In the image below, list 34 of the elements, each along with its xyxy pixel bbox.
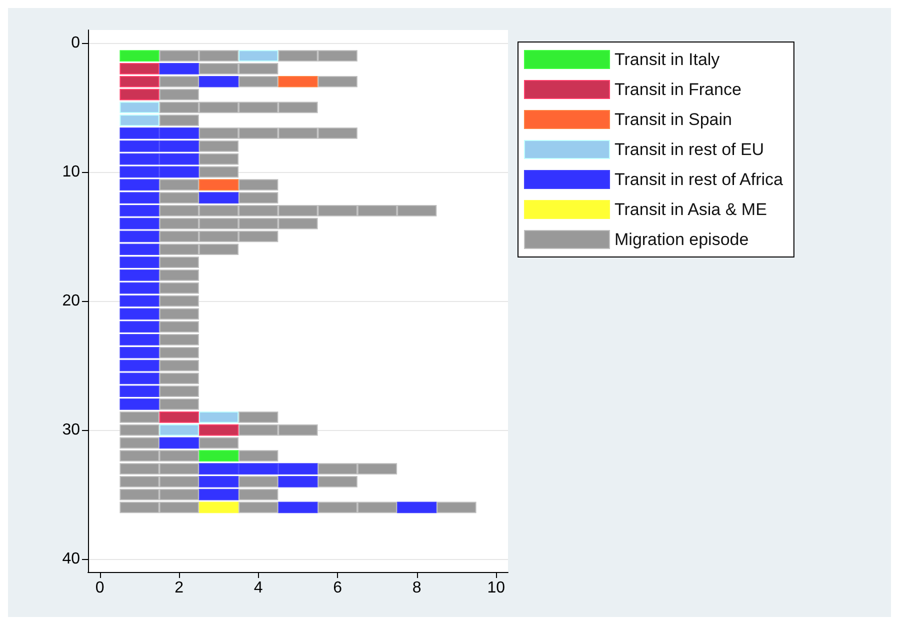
bar (238, 450, 278, 462)
bar (436, 502, 476, 514)
x-tick-label: 0 (95, 580, 104, 596)
bar (198, 437, 239, 449)
bar (120, 50, 160, 62)
legend-label: Migration episode (614, 230, 749, 249)
bar (198, 502, 239, 514)
bar (278, 76, 318, 88)
bar (198, 424, 239, 436)
x-tick-label: 6 (333, 580, 342, 596)
legend-label: Transit in rest of EU (614, 140, 764, 159)
y-tick-label: 10 (62, 163, 80, 180)
legend-label: Transit in Italy (614, 50, 720, 69)
bar (198, 166, 239, 178)
y-tick-label: 0 (71, 34, 80, 52)
legend-label: Transit in Spain (614, 110, 732, 129)
x-tick-label: 10 (487, 580, 506, 596)
x-tick-label: 8 (412, 580, 422, 596)
y-tick-label: 30 (62, 422, 80, 439)
bar (198, 411, 239, 423)
legend-label: Transit in Asia & ME (614, 200, 767, 219)
legend-label: Transit in rest of Africa (614, 170, 784, 189)
bar (238, 502, 278, 514)
bar (318, 76, 358, 88)
bar (159, 424, 199, 436)
y-tick-label: 20 (62, 292, 80, 310)
y-tick-label: 40 (62, 550, 80, 568)
bar (198, 179, 239, 191)
x-tick-label: 4 (254, 580, 263, 596)
bar (198, 450, 239, 462)
x-tick-label: 2 (174, 580, 184, 596)
bar (159, 411, 199, 423)
legend-label: Transit in France (614, 80, 742, 99)
bar (238, 50, 278, 62)
